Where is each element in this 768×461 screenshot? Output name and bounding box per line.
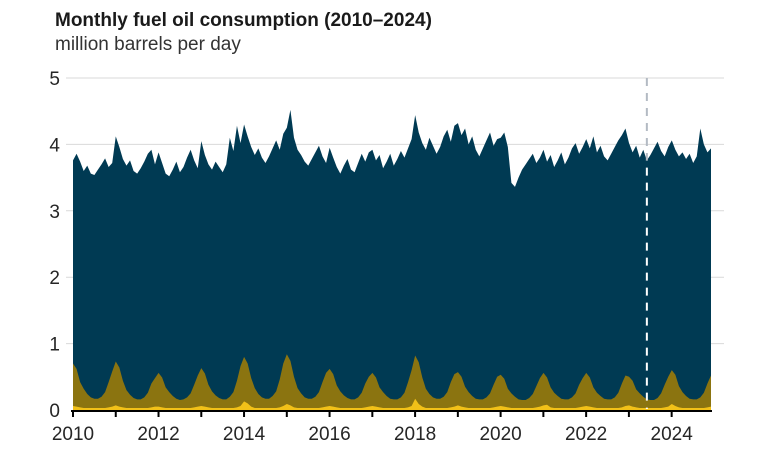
y-tick-label-1: 1: [49, 335, 60, 356]
y-tick-label-0: 0: [49, 401, 60, 422]
y-tick-label-5: 5: [49, 69, 60, 90]
y-tick-label-4: 4: [49, 135, 60, 156]
chart-subtitle: million barrels per day: [55, 34, 241, 55]
x-tick-label-2014: 2014: [223, 424, 266, 445]
area-series-dark-blue-area: [73, 109, 711, 411]
x-tick-label-2020: 2020: [479, 424, 521, 445]
x-tick-label-2022: 2022: [565, 424, 607, 445]
x-tick-label-2012: 2012: [137, 424, 179, 445]
chart-title: Monthly fuel oil consumption (2010–2024): [55, 10, 432, 31]
area-series-olive-area: [73, 354, 711, 410]
x-tick-label-2010: 2010: [52, 424, 94, 445]
x-tick-label-2018: 2018: [394, 424, 436, 445]
y-tick-label-2: 2: [49, 268, 60, 289]
y-tick-label-3: 3: [49, 202, 60, 223]
x-tick-label-2016: 2016: [308, 424, 350, 445]
x-tick-label-2024: 2024: [651, 424, 694, 445]
